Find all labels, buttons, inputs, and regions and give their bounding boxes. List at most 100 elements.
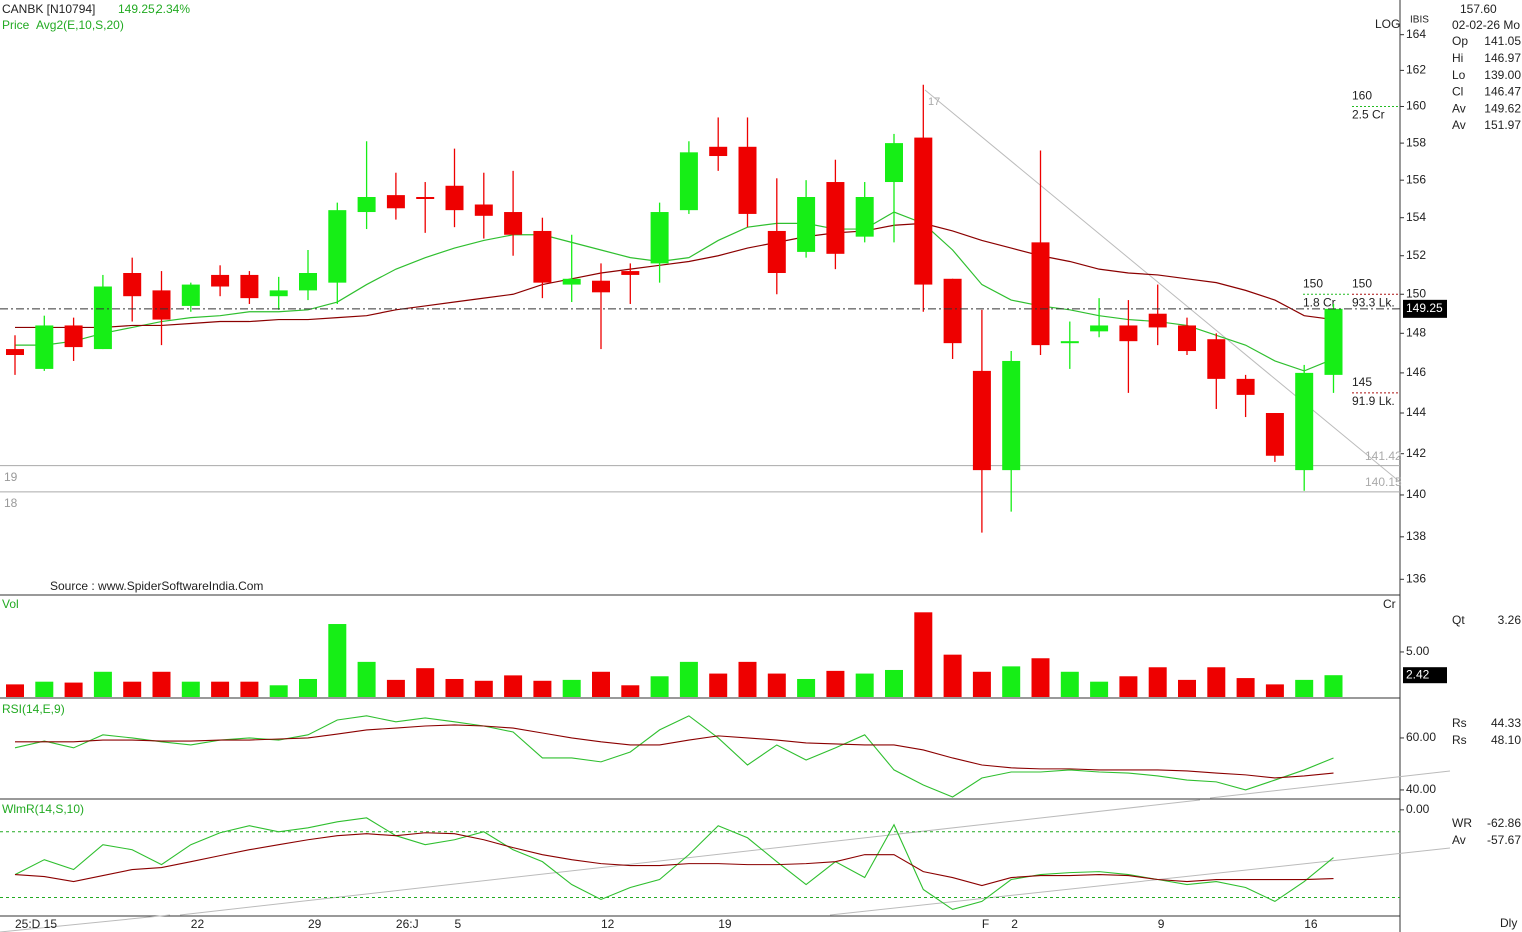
- volume-bar: [35, 681, 54, 697]
- candle-body: [93, 286, 112, 350]
- candle-body: [6, 349, 24, 356]
- target-volume: 1.8 Cr: [1303, 295, 1336, 309]
- target-price: 145: [1352, 375, 1372, 389]
- candle-body: [240, 274, 259, 299]
- info-value: 151.97: [1484, 118, 1521, 132]
- x-tick-label: 16: [1304, 917, 1318, 931]
- x-tick-label: 29: [308, 917, 322, 931]
- candle-body: [943, 278, 962, 344]
- candle-body: [738, 146, 757, 214]
- y-tick-label: 162: [1406, 63, 1426, 77]
- info-label: Op: [1452, 34, 1468, 48]
- target-price: 160: [1352, 89, 1372, 103]
- level-tag: 19: [4, 470, 18, 484]
- info-value: 3.26: [1498, 613, 1522, 627]
- volume-bar: [386, 679, 405, 697]
- y-tick-label: 146: [1406, 365, 1426, 379]
- volume-bar: [1148, 667, 1167, 697]
- candle-body: [1178, 325, 1196, 352]
- y-tick-label: 150: [1406, 286, 1426, 300]
- info-label: Rs: [1452, 733, 1467, 747]
- last-volume-label: 2.42: [1406, 667, 1430, 681]
- info-label: Rs: [1452, 716, 1467, 730]
- target-volume: 2.5 Cr: [1352, 108, 1385, 122]
- y-tick-label: 142: [1406, 446, 1426, 460]
- volume-bar: [181, 681, 200, 697]
- panel-title: RSI(14,E,9): [2, 702, 65, 716]
- indicator-line: [14, 832, 1334, 887]
- volume-bar: [299, 678, 317, 697]
- level-label: 140.15: [1365, 475, 1402, 489]
- volume-bar: [445, 678, 464, 697]
- source: Source : www.SpiderSoftwareIndia.Com: [50, 579, 263, 593]
- indicator: Avg2(E,10,S,20): [36, 18, 124, 32]
- trend-line: [829, 847, 1451, 916]
- info-label: Av: [1452, 118, 1466, 132]
- y-tick-label: 144: [1406, 405, 1426, 419]
- volume-bar: [943, 654, 962, 697]
- x-tick-label: 2: [1011, 917, 1018, 931]
- candle-body: [328, 210, 347, 283]
- volume-bar: [533, 680, 552, 697]
- volume-bar: [1002, 666, 1021, 697]
- trend-label: 17: [928, 96, 940, 108]
- x-tick-label: 9: [1158, 917, 1165, 931]
- info-label: Av: [1452, 101, 1466, 115]
- info-label: Cl: [1452, 85, 1463, 99]
- target-volume: 93.3 Lk.: [1352, 295, 1395, 309]
- info-label: Av: [1452, 833, 1466, 847]
- candle-body: [1295, 372, 1314, 471]
- candle-body: [269, 290, 288, 297]
- volume-bar: [709, 673, 728, 697]
- info-value: 149.62: [1484, 101, 1521, 115]
- candle-body: [767, 230, 786, 274]
- x-tick-label: 12: [601, 917, 615, 931]
- candle-body: [1236, 378, 1255, 395]
- volume-bar: [914, 612, 933, 697]
- info-value: -62.86: [1487, 816, 1521, 830]
- indicator-line: [14, 817, 1334, 911]
- y-tick-label: 148: [1406, 325, 1426, 339]
- volume-bar: [1295, 679, 1314, 697]
- volume-bar: [269, 685, 288, 697]
- volume-bar: [1060, 671, 1079, 697]
- volume-bar: [152, 671, 171, 697]
- info-date: 02-02-26 Mo: [1452, 18, 1520, 32]
- candle-body: [211, 274, 230, 287]
- x-tick-label: F: [982, 917, 989, 931]
- last-volume-box: [1403, 667, 1447, 684]
- indicator-line: [14, 715, 1334, 798]
- volume-bar: [474, 680, 493, 697]
- candle-body: [474, 204, 493, 216]
- y-tick-label: 40.00: [1406, 782, 1436, 796]
- y-tick-label: 156: [1406, 172, 1426, 186]
- x-tick-label: 22: [191, 917, 205, 931]
- volume-bar: [1324, 675, 1343, 697]
- volume-bar: [64, 682, 83, 697]
- level-tag: 18: [4, 496, 18, 510]
- candle-body: [533, 230, 552, 283]
- x-tick-label: 5: [455, 917, 462, 931]
- candle-body: [679, 152, 698, 211]
- candle-body: [1207, 339, 1226, 379]
- indicator-line: [15, 724, 1334, 779]
- candle-body: [416, 196, 435, 199]
- volume-bar: [1207, 667, 1226, 697]
- moving-average: [15, 211, 1334, 372]
- info-price: 157.60: [1460, 2, 1497, 16]
- volume-bar: [562, 679, 581, 697]
- info-label: Qt: [1452, 613, 1465, 627]
- panel-title: WlmR(14,S,10): [2, 802, 84, 816]
- trend-line: [1209, 770, 1451, 799]
- scale-mode: LOG: [1375, 17, 1400, 31]
- info-label: Hi: [1452, 51, 1463, 65]
- candle-body: [386, 195, 405, 209]
- volume-bar: [240, 681, 259, 697]
- indicator-label: Price: [2, 18, 30, 32]
- candle-body: [1060, 341, 1079, 344]
- candle-body: [592, 280, 610, 293]
- volume-bar: [211, 681, 230, 697]
- candle-body: [1119, 325, 1138, 342]
- volume-bar: [797, 678, 816, 697]
- y-tick-label: 138: [1406, 529, 1426, 543]
